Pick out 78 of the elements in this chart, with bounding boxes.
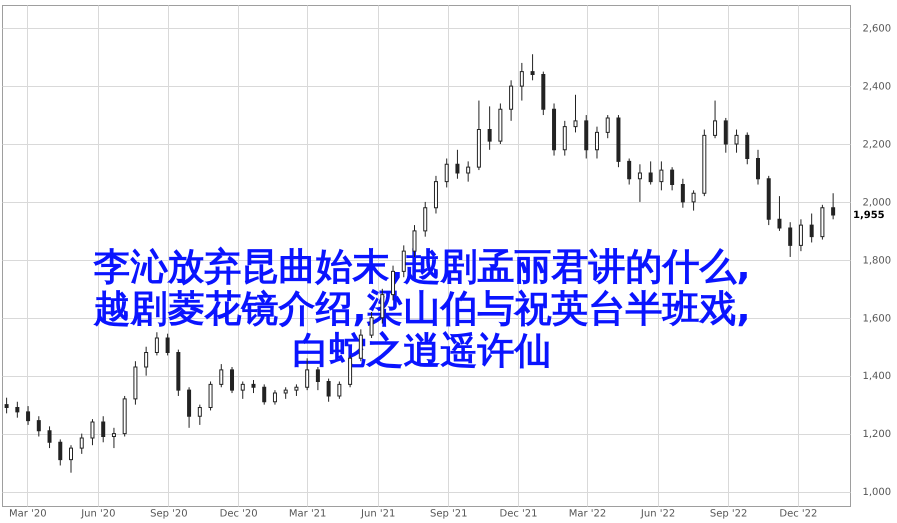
candlestick bbox=[713, 100, 718, 139]
candlestick bbox=[284, 386, 288, 400]
candlestick bbox=[219, 364, 224, 388]
candlestick bbox=[455, 149, 460, 180]
candlestick bbox=[240, 380, 245, 400]
candlestick bbox=[294, 384, 298, 396]
candlestick bbox=[15, 401, 20, 418]
candlestick bbox=[166, 333, 170, 356]
candlestick bbox=[670, 166, 674, 191]
candlestick bbox=[788, 222, 792, 258]
candlestick bbox=[756, 149, 760, 186]
x-tick-label: Mar '21 bbox=[288, 508, 326, 520]
x-tick-label: Jun '22 bbox=[640, 508, 676, 520]
text: 1,955 bbox=[853, 210, 885, 221]
candlestick bbox=[26, 406, 30, 426]
candlestick bbox=[272, 390, 277, 406]
x-tick-label: Dec '22 bbox=[779, 508, 818, 520]
candlestick bbox=[444, 158, 449, 188]
candlestick bbox=[208, 380, 213, 411]
candlestick bbox=[4, 397, 9, 414]
y-tick-label: 2,200 bbox=[862, 140, 892, 151]
x-tick-label: Sep '21 bbox=[430, 508, 468, 520]
candlestick bbox=[574, 94, 578, 133]
candlestick bbox=[638, 164, 642, 202]
candlestick bbox=[831, 192, 836, 220]
y-tick-label: 1,800 bbox=[862, 255, 892, 266]
candlestick bbox=[112, 427, 116, 449]
candlestick bbox=[101, 416, 106, 443]
candlestick bbox=[798, 218, 803, 252]
candlestick bbox=[251, 380, 256, 394]
candlestick bbox=[48, 426, 52, 449]
x-tick-label: Sep '20 bbox=[150, 508, 188, 520]
x-tick-label: Mar '22 bbox=[568, 508, 606, 520]
candlestick bbox=[488, 106, 492, 150]
candlestick bbox=[80, 433, 84, 454]
x-tick-label: Sep '22 bbox=[710, 508, 748, 520]
x-tick-label: Dec '20 bbox=[220, 508, 258, 520]
candlestick bbox=[562, 120, 567, 156]
candlestick bbox=[36, 416, 41, 437]
candlestick bbox=[69, 444, 74, 474]
candlestick bbox=[58, 438, 62, 466]
candlestick bbox=[734, 129, 739, 154]
candlestick bbox=[680, 178, 685, 208]
candlestick bbox=[154, 332, 159, 356]
candlestick bbox=[316, 366, 320, 391]
candlestick bbox=[520, 62, 524, 102]
candlestick bbox=[230, 366, 234, 394]
candlestick bbox=[659, 160, 664, 191]
candlestick bbox=[724, 117, 728, 154]
x-tick-label: Dec '21 bbox=[500, 508, 538, 520]
candlestick bbox=[777, 196, 782, 232]
candlestick bbox=[692, 190, 696, 212]
x-tick-label: Jun '20 bbox=[80, 508, 116, 520]
candlestick bbox=[810, 213, 814, 243]
candlestick bbox=[606, 114, 610, 139]
x-tick-label: Mar '20 bbox=[9, 508, 47, 520]
y-tick-label: 2,400 bbox=[862, 82, 892, 93]
candlestick bbox=[509, 80, 514, 122]
candlestick bbox=[198, 404, 202, 426]
y-tick-label: 2,000 bbox=[862, 197, 892, 208]
x-tick-label: Jun '21 bbox=[360, 508, 396, 520]
candlestick bbox=[627, 158, 632, 186]
candlestick bbox=[262, 384, 266, 406]
candlestick bbox=[745, 132, 750, 165]
candlestick bbox=[594, 126, 599, 159]
candlestick bbox=[337, 380, 342, 400]
candlestick bbox=[326, 378, 331, 402]
y-tick-label: 2,600 bbox=[862, 24, 892, 35]
candlestick bbox=[466, 160, 470, 182]
y-tick-label: 1,200 bbox=[862, 429, 892, 440]
y-tick-label: 1,400 bbox=[862, 371, 892, 382]
candlestick bbox=[530, 54, 535, 81]
candlestick bbox=[144, 346, 148, 376]
y-tick-label: 1,600 bbox=[862, 313, 892, 324]
y-tick-label: 1,000 bbox=[862, 487, 892, 498]
candlestick bbox=[423, 201, 428, 238]
candlestick bbox=[90, 418, 94, 446]
candlestick bbox=[648, 160, 653, 186]
